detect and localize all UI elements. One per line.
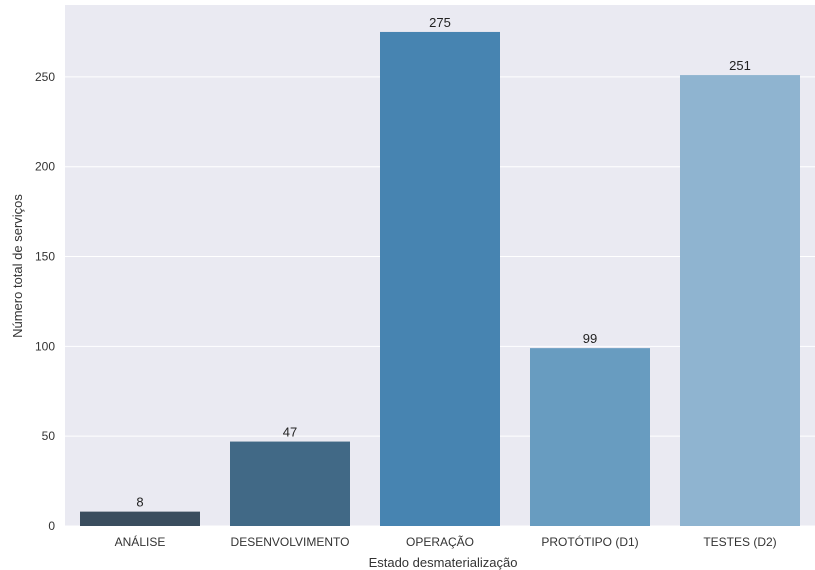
y-tick-label: 0 — [48, 519, 55, 533]
bars — [80, 31, 800, 527]
y-tick-label: 100 — [35, 339, 55, 353]
x-axis-label: Estado desmaterialização — [369, 555, 518, 570]
x-tick-label: OPERAÇÃO — [406, 535, 474, 549]
x-tick-label: DESENVOLVIMENTO — [231, 535, 350, 549]
data-label: 251 — [729, 58, 751, 73]
y-tick-label: 50 — [42, 429, 56, 443]
data-label: 47 — [283, 425, 297, 440]
bar-3 — [530, 348, 650, 526]
y-tick-label: 200 — [35, 160, 55, 174]
y-axis-ticks: 0 50 100 150 200 250 — [35, 70, 55, 533]
y-tick-label: 250 — [35, 70, 55, 84]
bar-1 — [230, 441, 350, 526]
y-axis-label: Número total de serviços — [10, 194, 25, 338]
x-tick-label: PROTÓTIPO (D1) — [541, 534, 638, 549]
y-tick-label: 150 — [35, 250, 55, 264]
bar-2 — [380, 31, 500, 527]
x-tick-label: TESTES (D2) — [703, 535, 776, 549]
bar-4 — [680, 75, 800, 526]
data-labels: 8 47 275 99 251 — [136, 15, 750, 510]
bar-0 — [80, 511, 200, 526]
data-label: 99 — [583, 331, 597, 346]
data-label: 8 — [136, 495, 143, 510]
x-axis-ticks: ANÁLISE DESENVOLVIMENTO OPERAÇÃO PROTÓTIPO … — [115, 534, 777, 549]
data-label: 275 — [429, 15, 451, 30]
x-tick-label: ANÁLISE — [115, 534, 166, 549]
